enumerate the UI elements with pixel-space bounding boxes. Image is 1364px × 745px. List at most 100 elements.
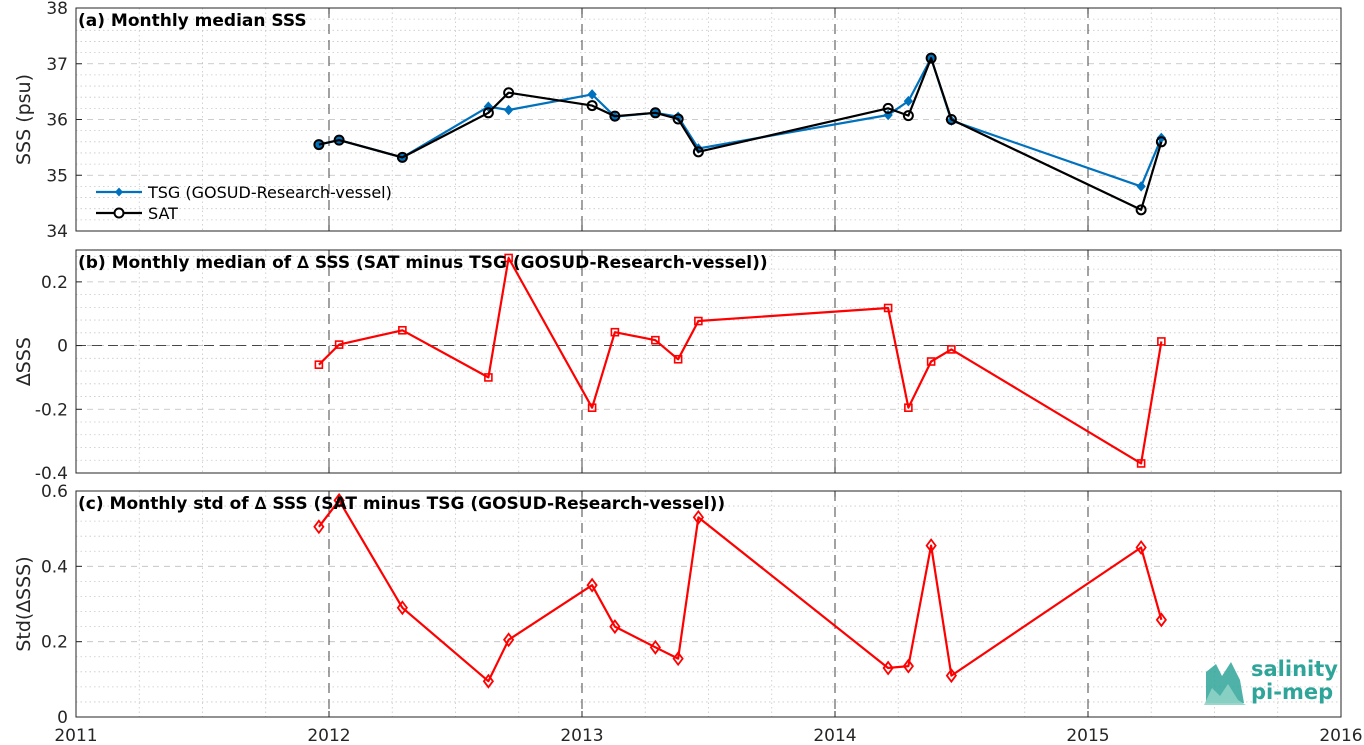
series-sat bbox=[313, 52, 1167, 216]
grid bbox=[76, 491, 1341, 717]
y-tick-label: 0.6 bbox=[41, 482, 68, 502]
y-tick-label: -0.4 bbox=[35, 464, 68, 484]
data-point bbox=[503, 104, 514, 116]
series-line bbox=[318, 499, 1163, 683]
data-point bbox=[649, 107, 661, 119]
data-point bbox=[672, 651, 684, 667]
data-point bbox=[694, 316, 703, 326]
panels: 34 35 36 37 38 SSS (psu) (a) Monthly median SS… bbox=[13, 0, 1342, 728]
data-point bbox=[649, 639, 661, 655]
data-point bbox=[883, 303, 893, 313]
data-point bbox=[1136, 459, 1146, 468]
data-point bbox=[1155, 136, 1167, 148]
data-point bbox=[925, 52, 937, 64]
logo-text-line2: pi-mep bbox=[1251, 680, 1333, 704]
data-point bbox=[945, 668, 958, 684]
series-0 bbox=[313, 492, 1167, 689]
data-point bbox=[903, 95, 914, 107]
data-point bbox=[882, 660, 894, 676]
data-point bbox=[482, 107, 494, 119]
data-point bbox=[904, 403, 913, 412]
y-tick-label: 34 bbox=[46, 222, 68, 242]
series-line bbox=[318, 256, 1163, 465]
x-tick-label: 2013 bbox=[560, 726, 603, 745]
axes-box bbox=[75, 490, 1342, 718]
y-tick-label: 0.2 bbox=[41, 273, 68, 293]
data-point bbox=[313, 519, 325, 535]
y-tick-label: 36 bbox=[46, 111, 68, 131]
legend-label: TSG (GOSUD-Research-vessel) bbox=[147, 183, 392, 202]
data-point bbox=[398, 325, 407, 335]
legend-label: SAT bbox=[148, 204, 178, 223]
data-point bbox=[692, 509, 705, 525]
data-point bbox=[334, 340, 344, 349]
data-point bbox=[610, 327, 620, 337]
data-point bbox=[586, 100, 598, 112]
x-tick-label: 2015 bbox=[1066, 726, 1109, 745]
y-axis-label: SSS (psu) bbox=[13, 74, 35, 165]
logo-wave-icon-light bbox=[1204, 684, 1246, 705]
data-point bbox=[333, 134, 345, 146]
grid bbox=[76, 250, 1341, 473]
y-tick-label: 37 bbox=[46, 55, 68, 75]
data-point bbox=[1135, 540, 1147, 555]
logo-text-line1: salinity bbox=[1251, 657, 1338, 681]
y-axis-label: ∆SSS bbox=[13, 337, 35, 387]
panel-title: (b) Monthly median of ∆ SSS (SAT minus T… bbox=[78, 253, 768, 273]
y-tick-label: 35 bbox=[46, 166, 68, 186]
data-point bbox=[926, 357, 936, 366]
data-point bbox=[396, 600, 408, 616]
data-point bbox=[673, 354, 683, 364]
y-axis-label: Std(∆SSS) bbox=[13, 556, 35, 651]
x-tick-label: 2016 bbox=[1319, 726, 1362, 745]
data-point bbox=[902, 658, 914, 674]
data-point bbox=[586, 577, 598, 593]
data-point bbox=[396, 151, 408, 163]
x-tick-label: 2012 bbox=[307, 726, 350, 745]
data-point bbox=[587, 89, 597, 100]
legend-marker bbox=[113, 207, 125, 219]
panel-title: (a) Monthly median SSS bbox=[78, 11, 307, 31]
legend: TSG (GOSUD-Research-vessel) SAT bbox=[96, 183, 392, 223]
data-point bbox=[1136, 181, 1146, 192]
data-point bbox=[609, 619, 621, 635]
data-point bbox=[484, 373, 493, 382]
y-tick-label: 0 bbox=[57, 708, 68, 728]
data-point bbox=[692, 146, 704, 158]
data-point bbox=[503, 87, 515, 99]
panel-b: -0.4 -0.2 0 0.2 ∆SSS (b) Monthly median of ∆ … bbox=[13, 249, 1342, 484]
data-point bbox=[503, 632, 515, 648]
data-point bbox=[945, 114, 957, 125]
data-point bbox=[672, 113, 684, 125]
panel-title: (c) Monthly std of ∆ SSS (SAT minus TSG … bbox=[78, 494, 725, 514]
data-point bbox=[947, 345, 956, 354]
series-line bbox=[318, 57, 1163, 211]
y-tick-label: 38 bbox=[46, 0, 68, 19]
legend-marker bbox=[115, 187, 123, 197]
x-tick-labels: 2011 2012 2013 2014 2015 2016 bbox=[54, 726, 1362, 745]
data-point bbox=[1155, 612, 1167, 628]
data-point bbox=[882, 102, 894, 114]
data-point bbox=[333, 492, 345, 508]
data-point bbox=[925, 538, 937, 554]
series-tsg bbox=[314, 52, 1167, 192]
data-point bbox=[482, 673, 495, 689]
series-line bbox=[318, 57, 1163, 188]
panel-c: 0 0.2 0.4 0.6 Std(∆SSS) (c) Monthly std of ∆ … bbox=[13, 482, 1342, 728]
data-point bbox=[313, 139, 325, 151]
data-point bbox=[902, 110, 914, 122]
data-point bbox=[609, 110, 621, 122]
y-tick-label: 0.2 bbox=[41, 633, 68, 653]
data-point bbox=[314, 360, 324, 369]
axes-box bbox=[75, 249, 1342, 474]
data-point bbox=[587, 403, 597, 412]
y-tick-label: 0.4 bbox=[41, 557, 68, 577]
y-tick-label: 0 bbox=[57, 337, 68, 357]
data-point bbox=[1157, 337, 1166, 346]
panel-a: 34 35 36 37 38 SSS (psu) (a) Monthly median SS… bbox=[13, 0, 1342, 242]
y-tick-label: -0.2 bbox=[35, 400, 68, 420]
data-point bbox=[1135, 204, 1147, 216]
x-tick-label: 2014 bbox=[813, 726, 856, 745]
